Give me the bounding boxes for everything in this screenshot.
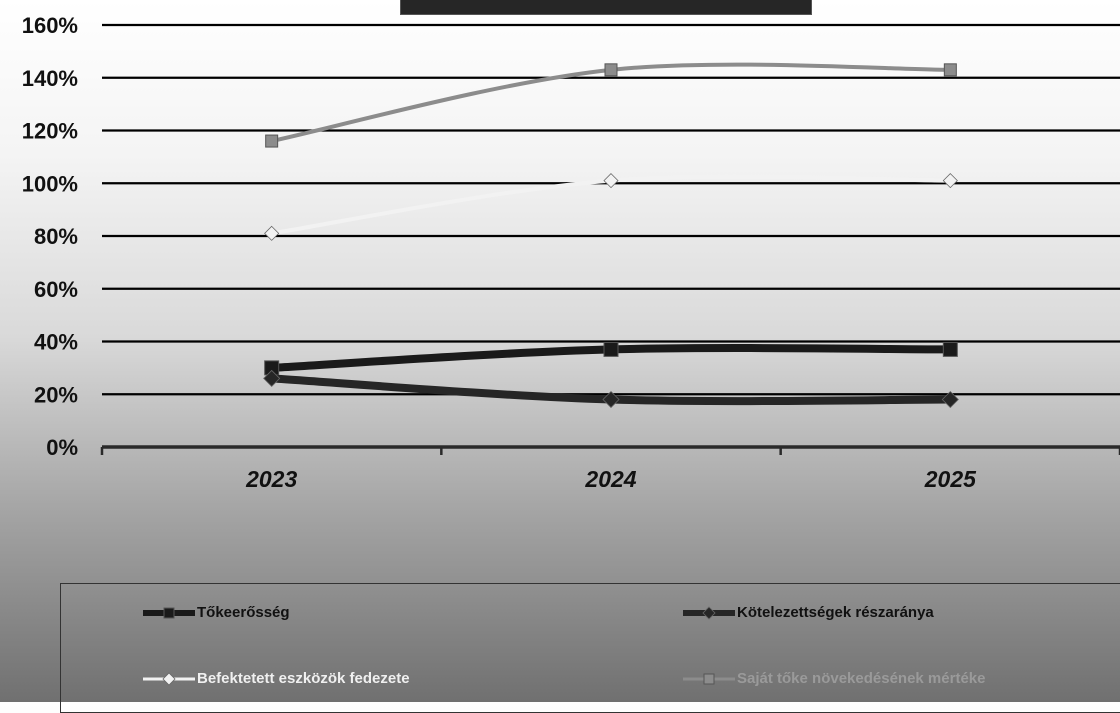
legend-swatch-sajat-toke xyxy=(683,673,735,684)
legend-label-kotelezettsegek: Kötelezettségek részaránya xyxy=(737,604,934,621)
legend-item-befektetett: Befektetett eszközök fedezete xyxy=(141,670,410,687)
legend-label-befektetett: Befektetett eszközök fedezete xyxy=(197,670,410,687)
y-tick-label: 160% xyxy=(22,13,78,38)
y-tick-label: 120% xyxy=(22,119,78,144)
legend-item-sajat-toke: Saját tőke növekedésének mértéke xyxy=(681,670,985,687)
y-axis-ticks: 0% 20% 40% 60% 80% 100% 120% 140% 160% xyxy=(22,13,78,460)
x-tick-label: 2023 xyxy=(245,466,297,492)
data-point xyxy=(942,173,958,189)
legend-label-sajat-toke: Saját tőke növekedésének mértéke xyxy=(737,670,986,687)
grid-lines xyxy=(102,23,1120,396)
x-tick-label: 2025 xyxy=(924,466,977,492)
legend-swatch-marker xyxy=(702,605,716,620)
x-axis xyxy=(100,445,1120,455)
series-2 xyxy=(263,369,959,409)
data-point xyxy=(604,63,618,77)
legend-item-kotelezettsegek: Kötelezettségek részaránya xyxy=(681,604,934,621)
series-4 xyxy=(265,62,957,148)
series-3 xyxy=(264,173,958,241)
legend-swatch-marker xyxy=(162,671,176,686)
data-point xyxy=(603,173,619,189)
legend-swatch-marker xyxy=(163,607,175,618)
data-point xyxy=(263,369,281,387)
y-tick-label: 20% xyxy=(34,382,78,407)
legend-label-tokeerosseg: Tőkeerősség xyxy=(197,604,290,621)
series-lines xyxy=(263,62,959,409)
legend-item-tokeerosseg: Tőkeerősség xyxy=(141,604,290,621)
y-tick-label: 40% xyxy=(34,330,78,355)
x-tick-label: 2024 xyxy=(584,466,636,492)
data-point xyxy=(602,390,620,409)
y-tick-label: 0% xyxy=(46,435,78,460)
data-point xyxy=(941,390,959,409)
series-1 xyxy=(264,341,958,376)
data-point xyxy=(603,341,619,357)
y-tick-label: 140% xyxy=(22,66,78,91)
data-point xyxy=(265,134,279,148)
legend-swatch-marker xyxy=(703,673,715,684)
y-tick-label: 100% xyxy=(22,171,78,196)
data-point xyxy=(943,63,957,77)
legend-swatch-tokeerosseg xyxy=(143,607,195,618)
data-point xyxy=(942,341,958,357)
legend: Tőkeerősség Kötelezettségek részaránya B… xyxy=(60,583,1120,713)
chart-title-box xyxy=(400,0,812,15)
legend-swatch-befektetett xyxy=(143,671,195,686)
x-axis-ticks: 2023 2024 2025 xyxy=(245,466,977,492)
y-tick-label: 60% xyxy=(34,277,78,302)
legend-swatch-kotelezettsegek xyxy=(683,605,735,620)
data-point xyxy=(264,225,280,241)
y-tick-label: 80% xyxy=(34,224,78,249)
